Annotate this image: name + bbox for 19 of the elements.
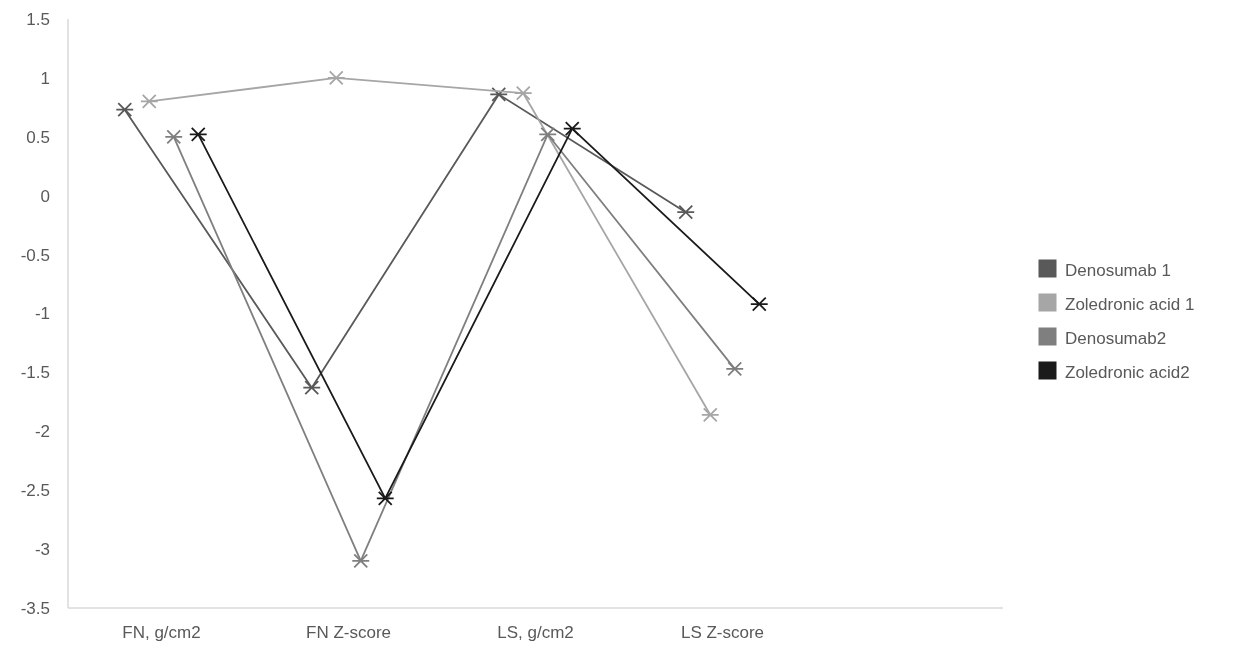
legend-label: Zoledronic acid 1	[1065, 294, 1195, 314]
legend-label: Denosumab 1	[1065, 260, 1171, 280]
y-tick-label: -2	[34, 422, 50, 442]
x-tick-label: FN Z-score	[306, 623, 391, 642]
y-tick-label: -1.5	[20, 363, 50, 383]
legend-label: Zoledronic acid2	[1065, 362, 1190, 382]
legend-label: Denosumab2	[1065, 328, 1167, 348]
y-tick-label: -3.5	[20, 598, 50, 618]
y-tick-label: -3	[34, 540, 50, 560]
y-tick-label: 1.5	[26, 9, 50, 29]
x-tick-label: LS Z-score	[680, 623, 765, 642]
x-tick-label: FN, g/cm2	[122, 623, 201, 642]
y-tick-label: 0.5	[26, 127, 50, 147]
y-tick-label: 1	[40, 68, 50, 88]
y-tick-label: 0	[40, 186, 50, 206]
y-tick-label: -2.5	[20, 481, 50, 501]
y-tick-label: -0.5	[20, 245, 50, 265]
y-tick-label: -1	[34, 304, 50, 324]
x-tick-label: LS, g/cm2	[497, 623, 574, 642]
